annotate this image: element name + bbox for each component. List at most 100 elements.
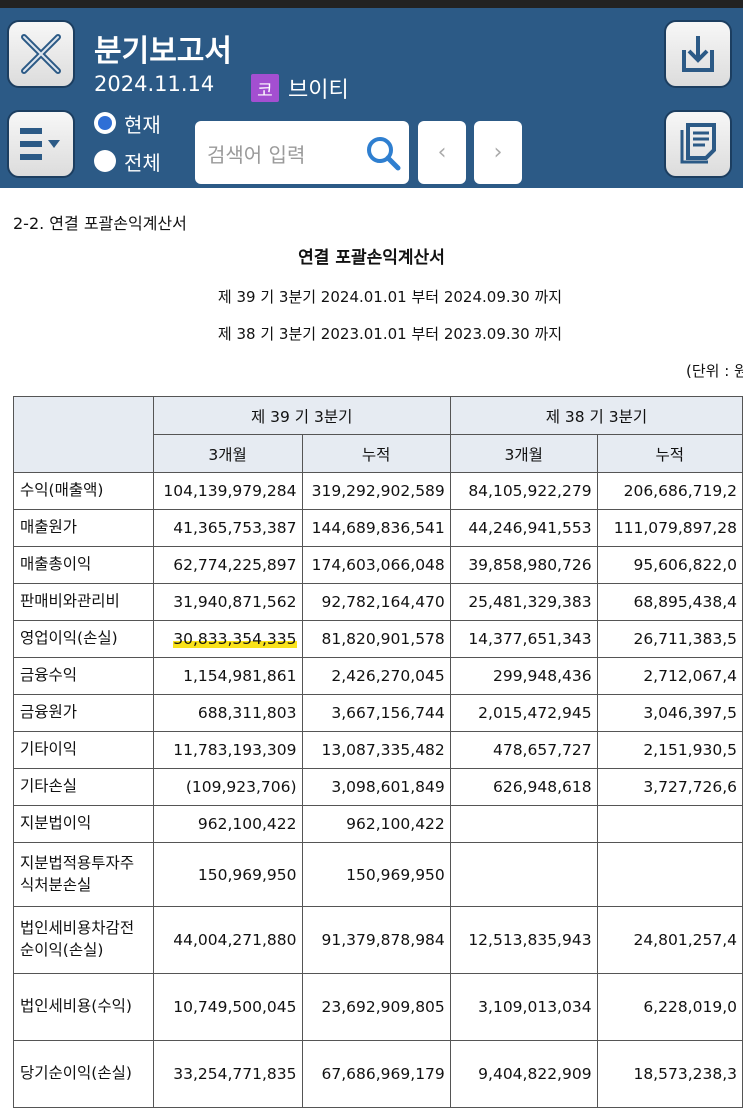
table-row: 영업이익(손실) 30,833,354,335 81,820,901,578 14,3… (13, 620, 743, 658)
value-cell: 111,079,897,28 (596, 509, 743, 547)
value-cell: 24,801,257,4 (596, 906, 743, 974)
prior-period: 제 38 기 3분기 2023.01.01 부터 2023.09.30 까지 (217, 325, 563, 343)
value-cell: 23,692,909,805 (301, 973, 451, 1041)
value-cell: 144,689,836,541 (301, 509, 451, 547)
row-label: 금융원가 (13, 694, 154, 732)
value-cell: 92,782,164,470 (301, 583, 451, 621)
value-cell: 62,774,225,897 (152, 546, 303, 584)
value-cell: 104,139,979,284 (152, 472, 303, 510)
value-cell: 150,969,950 (152, 842, 303, 907)
sub-header: 3개월 (152, 434, 303, 473)
row-label: 지분법적용투자주식처분손실 (13, 842, 154, 907)
value-cell: 626,948,618 (449, 768, 598, 806)
period-header-current: 제 39 기 3분기 (152, 396, 451, 435)
value-cell: 41,365,753,387 (152, 509, 303, 547)
value-cell: 30,833,354,335 (152, 620, 303, 658)
table-row: 당기순이익(손실) 33,254,771,835 67,686,969,179 9,4… (13, 1040, 743, 1108)
value-cell: 2,015,472,945 (449, 694, 598, 732)
row-label: 법인세비용차감전순이익(손실) (13, 906, 154, 974)
value-cell: 150,969,950 (301, 842, 451, 907)
status-bar (0, 0, 743, 8)
table-row: 금융원가 688,311,803 3,667,156,744 2,015,472,94… (13, 694, 743, 732)
value-cell: 18,573,238,3 (596, 1040, 743, 1108)
income-statement-table: 제 39 기 3분기 제 38 기 3분기 3개월 누적 3개월 누적 수익(매… (13, 396, 743, 1108)
value-cell: 206,686,719,2 (596, 472, 743, 510)
table-row: 지분법이익 962,100,422 962,100,422 (13, 805, 743, 843)
current-period: 제 39 기 3분기 2024.01.01 부터 2024.09.30 까지 (217, 288, 563, 306)
radio-current-label: 현재 (124, 112, 161, 137)
radio-all-label: 전체 (124, 150, 161, 175)
report-date: 2024.11.14 (94, 72, 215, 96)
value-cell: 3,098,601,849 (301, 768, 451, 806)
value-cell: 478,657,727 (449, 731, 598, 769)
download-icon (682, 36, 714, 72)
sub-header: 누적 (301, 434, 451, 473)
value-cell (449, 805, 598, 843)
value-cell: 95,606,822,0 (596, 546, 743, 584)
value-cell (449, 842, 598, 907)
row-label: 영업이익(손실) (13, 620, 154, 658)
table-row: 수익(매출액) 104,139,979,284 319,292,902,589 84,… (13, 472, 743, 510)
row-label: 수익(매출액) (13, 472, 154, 510)
value-cell: 10,749,500,045 (152, 973, 303, 1041)
document-button[interactable] (664, 110, 732, 178)
value-cell: 44,004,271,880 (152, 906, 303, 974)
value-cell: 3,046,397,5 (596, 694, 743, 732)
row-label: 법인세비용(수익) (13, 973, 154, 1041)
app-header: 분기보고서 2024.11.14 코 브이티 현재 전체 (0, 8, 743, 188)
value-cell: 31,940,871,562 (152, 583, 303, 621)
value-cell: 39,858,980,726 (449, 546, 598, 584)
value-cell: 2,712,067,4 (596, 657, 743, 695)
value-cell: 13,087,335,482 (301, 731, 451, 769)
value-cell: 319,292,902,589 (301, 472, 451, 510)
period-header-prior: 제 38 기 3분기 (449, 396, 743, 435)
value-cell: 299,948,436 (449, 657, 598, 695)
table-row: 지분법적용투자주식처분손실 150,969,950 150,969,950 (13, 842, 743, 907)
document-icon (680, 123, 716, 164)
radio-all[interactable]: 전체 (94, 146, 214, 176)
header-corner (13, 396, 154, 473)
value-cell: 1,154,981,861 (152, 657, 303, 695)
company-name: 브이티 (288, 78, 349, 103)
row-label: 판매비와관리비 (13, 583, 154, 621)
value-cell: 962,100,422 (301, 805, 451, 843)
value-cell: 11,783,193,309 (152, 731, 303, 769)
download-button[interactable] (664, 20, 732, 88)
value-cell: 12,513,835,943 (449, 906, 598, 974)
value-cell: 44,246,941,553 (449, 509, 598, 547)
table-row: 법인세비용차감전순이익(손실) 44,004,271,880 91,379,878,… (13, 906, 743, 974)
list-menu-icon (20, 128, 60, 160)
row-label: 기타이익 (13, 731, 154, 769)
radio-current[interactable]: 현재 (94, 108, 214, 138)
value-cell: 2,426,270,045 (301, 657, 451, 695)
value-cell: 2,151,930,5 (596, 731, 743, 769)
row-label: 기타손실 (13, 768, 154, 806)
radio-unchecked-icon (94, 150, 116, 172)
prev-result-button[interactable]: ‹ (418, 121, 466, 184)
table-row: 기타이익 11,783,193,309 13,087,335,482 478,657,… (13, 731, 743, 769)
search-icon[interactable] (365, 135, 401, 171)
value-cell: 67,686,969,179 (301, 1040, 451, 1108)
search-placeholder: 검색어 입력 (207, 143, 306, 167)
unit-label: (단위 : 원) (686, 362, 743, 380)
row-label: 매출총이익 (13, 546, 154, 584)
table-row: 매출총이익 62,774,225,897 174,603,066,048 39,858… (13, 546, 743, 584)
page-title: 분기보고서 (94, 34, 232, 69)
table-row: 기타손실 (109,923,706) 3,098,601,849 626,948,61… (13, 768, 743, 806)
search-input[interactable]: 검색어 입력 (195, 121, 409, 184)
value-cell: 9,404,822,909 (449, 1040, 598, 1108)
value-cell: 33,254,771,835 (152, 1040, 303, 1108)
close-button[interactable] (7, 20, 75, 88)
value-cell: (109,923,706) (152, 768, 303, 806)
menu-button[interactable] (7, 110, 75, 178)
statement-title: 연결 포괄손익계산서 (298, 248, 445, 268)
value-cell: 68,895,438,4 (596, 583, 743, 621)
value-cell: 6,228,019,0 (596, 973, 743, 1041)
value-cell: 25,481,329,383 (449, 583, 598, 621)
value-cell: 688,311,803 (152, 694, 303, 732)
next-result-button[interactable]: › (474, 121, 522, 184)
value-cell: 3,109,013,034 (449, 973, 598, 1041)
row-label: 지분법이익 (13, 805, 154, 843)
table-row: 매출원가 41,365,753,387 144,689,836,541 44,246,… (13, 509, 743, 547)
radio-checked-icon (94, 112, 116, 134)
